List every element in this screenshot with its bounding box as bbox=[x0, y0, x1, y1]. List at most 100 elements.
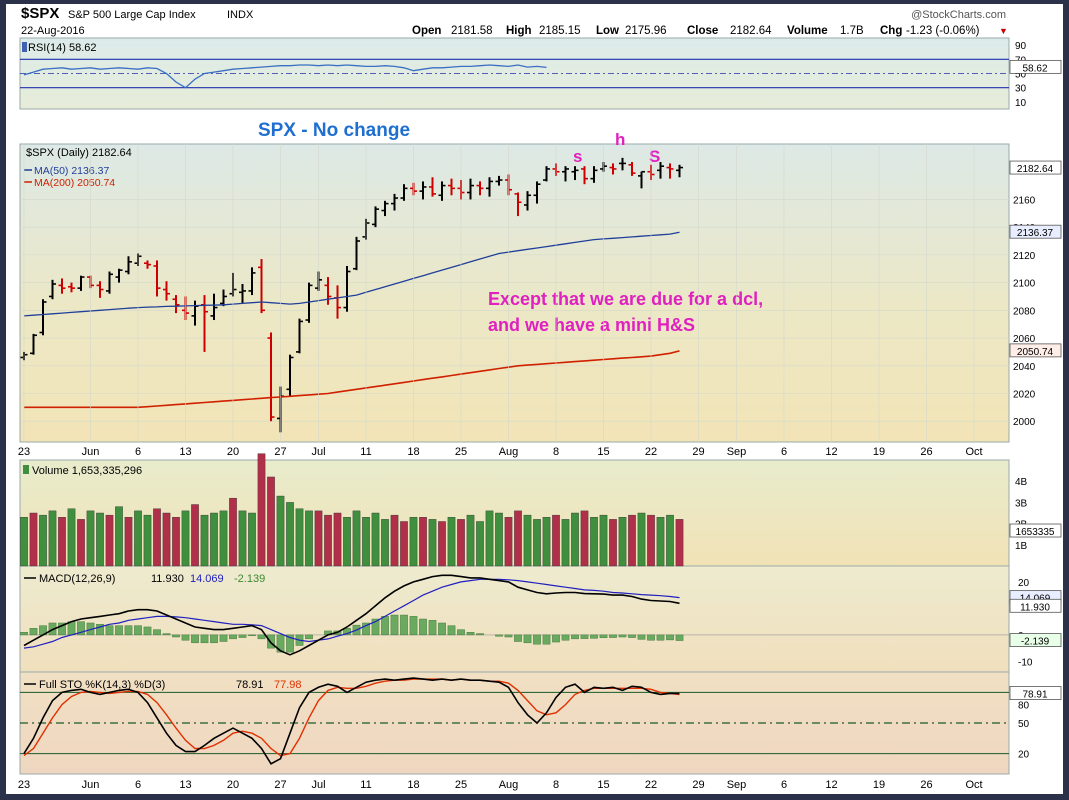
macd-histogram-bar bbox=[400, 614, 408, 636]
volume-bar bbox=[675, 519, 684, 567]
low-label: Low bbox=[596, 25, 619, 37]
volume-bar bbox=[86, 510, 95, 567]
price-y-tick: 2080 bbox=[1013, 306, 1036, 317]
macd-histogram-bar bbox=[276, 634, 285, 653]
ma200-line bbox=[24, 350, 680, 409]
volume-bar bbox=[533, 519, 541, 567]
macd-histogram-bar bbox=[580, 634, 589, 639]
volume-bar bbox=[29, 512, 38, 567]
volume-last-value: 1653335 bbox=[1016, 527, 1055, 538]
annotation-comment-1: Except that we are due for a dcl, bbox=[488, 289, 763, 309]
macd-hist-label-value: -2.139 bbox=[234, 573, 265, 585]
ma50-line bbox=[23, 231, 680, 317]
price-x-tick: 26 bbox=[920, 446, 932, 458]
volume-y-tick: 1B bbox=[1015, 541, 1028, 552]
sto-k-label-value: 78.91 bbox=[236, 679, 264, 691]
close-value: 2182.64 bbox=[730, 25, 772, 37]
volume-bar bbox=[67, 508, 76, 567]
bottom-x-tick: Oct bbox=[965, 779, 982, 791]
bottom-x-tick: 27 bbox=[274, 779, 286, 791]
price-x-tick: 6 bbox=[781, 446, 787, 458]
macd-histogram-bar bbox=[438, 622, 446, 636]
volume-last-value-box bbox=[1009, 523, 1062, 538]
close-label: Close bbox=[687, 25, 718, 37]
annotation-comment-2: and we have a mini H&S bbox=[488, 315, 695, 335]
price-x-tick: 12 bbox=[825, 446, 837, 458]
brand: @StockCharts.com bbox=[911, 9, 1006, 21]
price-y-tick: 2160 bbox=[1013, 195, 1036, 206]
annotation-title: SPX - No change bbox=[258, 120, 410, 141]
volume-label-icon bbox=[23, 465, 29, 474]
volume-bar bbox=[428, 519, 437, 567]
index-name: S&P 500 Large Cap Index bbox=[68, 9, 196, 21]
volume-bar bbox=[172, 517, 180, 567]
bottom-x-tick: Sep bbox=[727, 779, 747, 791]
volume-bar bbox=[105, 514, 114, 567]
low-value: 2175.96 bbox=[625, 25, 667, 37]
volume-bar bbox=[571, 512, 579, 567]
volume-bar bbox=[409, 517, 418, 567]
macd-histogram-bar bbox=[466, 632, 475, 636]
volume-bar bbox=[647, 514, 655, 567]
price-y-tick: 2000 bbox=[1013, 417, 1036, 428]
volume-bar bbox=[352, 510, 361, 567]
volume-bar bbox=[248, 512, 256, 567]
macd-histogram-bar bbox=[514, 634, 522, 642]
macd-histogram-bar bbox=[286, 634, 294, 653]
price-y-tick: 2060 bbox=[1013, 334, 1036, 345]
symbol: $SPX bbox=[21, 5, 59, 22]
volume-bar bbox=[210, 512, 218, 567]
macd-histogram-bar bbox=[609, 634, 617, 638]
macd-histogram-bar bbox=[210, 634, 218, 644]
macd-last-value: 11.930 bbox=[1020, 602, 1050, 613]
rsi-y-tick: 90 bbox=[1015, 41, 1027, 52]
macd-histogram-bar bbox=[390, 614, 399, 636]
volume-bar bbox=[219, 510, 228, 567]
price-x-tick: Sep bbox=[727, 446, 747, 458]
macd-label-value: 11.930 bbox=[151, 573, 184, 585]
volume-bar bbox=[485, 510, 494, 567]
price-x-tick: 18 bbox=[407, 446, 419, 458]
volume-bar bbox=[466, 514, 475, 567]
volume-bar bbox=[143, 514, 152, 567]
macd-histogram-bar bbox=[229, 634, 237, 640]
price-x-tick: 11 bbox=[360, 446, 371, 458]
price-x-tick: 6 bbox=[135, 446, 141, 458]
price-x-tick: 23 bbox=[18, 446, 30, 458]
macd-last-value-box bbox=[1009, 598, 1062, 613]
macd-histogram-bar bbox=[115, 625, 123, 636]
macd-histogram-bar bbox=[124, 625, 133, 636]
ma200-last-value: 2050.74 bbox=[1017, 347, 1054, 358]
volume-bar bbox=[609, 519, 617, 567]
price-y-tick: 2120 bbox=[1013, 251, 1036, 262]
volume-bar bbox=[371, 512, 380, 567]
rsi-label-icon bbox=[22, 42, 27, 52]
macd-y-tick: -10 bbox=[1018, 657, 1033, 668]
volume-bar bbox=[295, 508, 304, 567]
volume-bar bbox=[333, 512, 342, 567]
price-x-tick: 22 bbox=[645, 446, 657, 458]
volume-bar bbox=[96, 512, 104, 567]
volume-bar bbox=[200, 514, 209, 567]
right-shoulder-marker: S bbox=[649, 147, 660, 166]
macd-histogram-bar bbox=[590, 634, 598, 639]
volume-bar bbox=[504, 517, 513, 567]
volume-bar bbox=[229, 497, 237, 567]
volume-bar bbox=[324, 514, 332, 567]
sto-y-tick: 50 bbox=[1018, 719, 1030, 730]
macd-histogram-bar bbox=[447, 625, 456, 636]
volume-bar bbox=[495, 512, 503, 567]
macd-histogram-bar bbox=[476, 633, 484, 636]
bottom-x-tick: Jun bbox=[82, 779, 100, 791]
bottom-x-tick: 20 bbox=[227, 779, 239, 791]
exchange: INDX bbox=[227, 9, 254, 21]
chg-value: -1.23 (-0.06%) bbox=[906, 25, 980, 37]
volume-bar bbox=[580, 510, 589, 567]
macd-signal-line bbox=[23, 578, 680, 649]
volume-bar bbox=[276, 495, 285, 567]
macd-histogram-bar bbox=[495, 634, 503, 637]
sto-d-label-value: 77.98 bbox=[274, 679, 302, 691]
macd-histogram-bar bbox=[675, 634, 684, 641]
price-x-tick: 27 bbox=[274, 446, 286, 458]
price-last-value: 2182.64 bbox=[1017, 164, 1054, 175]
